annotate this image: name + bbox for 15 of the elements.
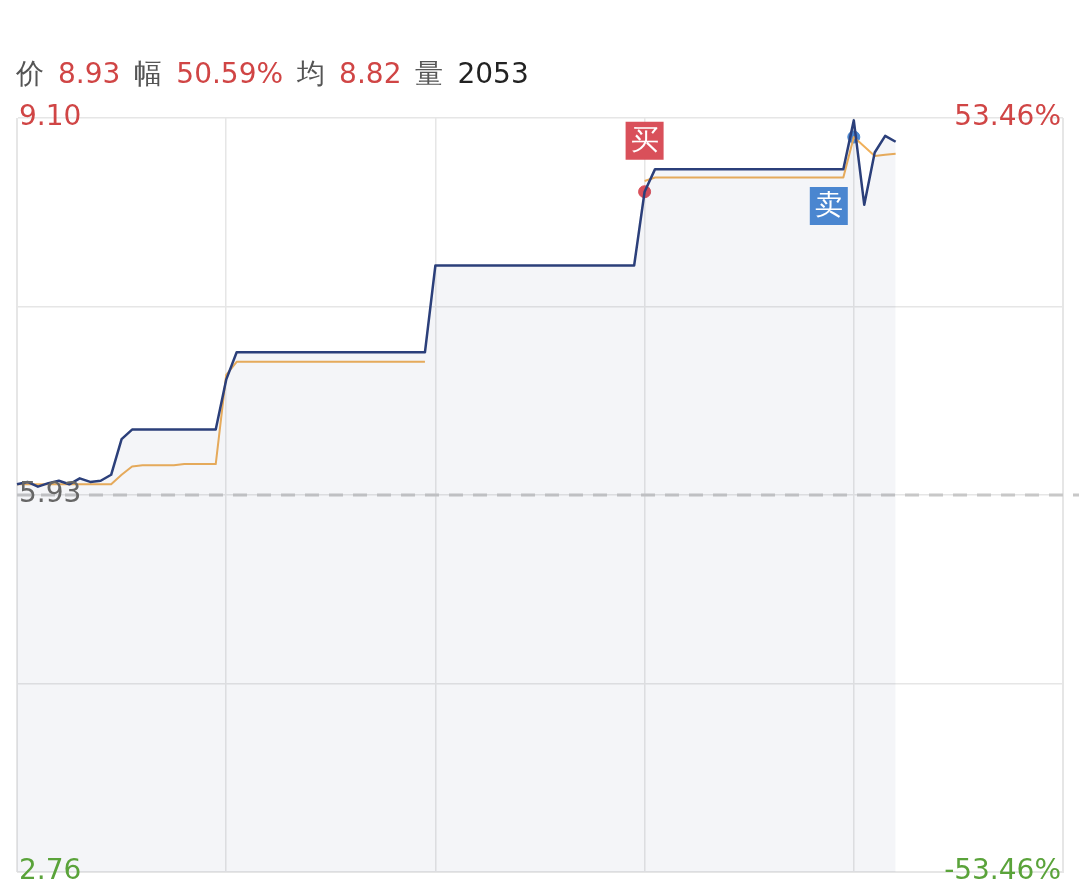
text: 价 [16,57,44,90]
series-label: 卖 [814,188,843,222]
text: 8.82 [339,57,402,90]
y-tick-label: 2.76 [19,853,82,887]
y-tick-label: 9.10 [19,99,82,133]
y2-tick-label: 53.46% [954,99,1061,133]
text: 2053 [457,57,529,90]
text: 量 [415,57,444,90]
series-label: 买 [630,123,659,157]
y-tick-label: 5.93 [19,476,82,510]
text: 8.93 [58,57,121,90]
y2-tick-label: -53.46% [944,853,1061,887]
text: 均 [297,57,326,90]
text: 幅 [134,57,163,90]
text: 50.59% [176,57,284,90]
